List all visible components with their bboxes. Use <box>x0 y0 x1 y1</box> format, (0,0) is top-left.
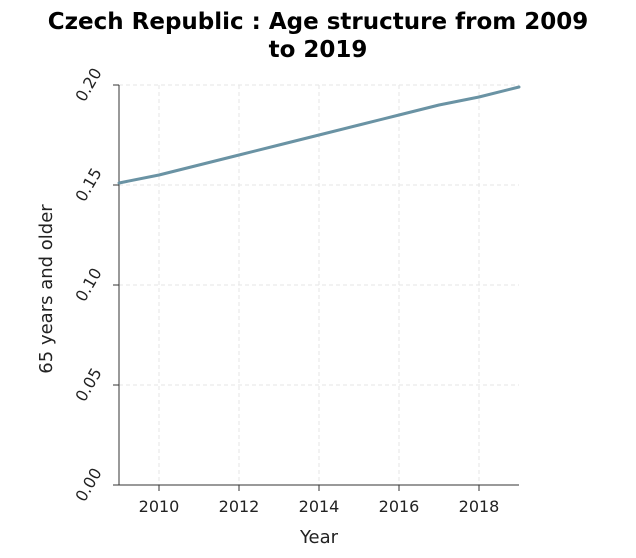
y-tick-label: 0.10 <box>71 265 105 305</box>
x-tick-label: 2010 <box>139 497 180 516</box>
x-tick-label: 2016 <box>379 497 420 516</box>
grid-lines <box>119 84 519 485</box>
x-axis-ticks: 2010 2012 2014 2016 2018 <box>139 485 500 516</box>
series-line <box>117 85 521 185</box>
x-tick-label: 2012 <box>219 497 260 516</box>
x-axis-title: Year <box>299 527 339 548</box>
y-axis-ticks: 0.00 0.05 0.10 0.15 0.20 <box>71 65 119 505</box>
chart-title-line1: Czech Republic : Age structure from 2009 <box>47 9 589 35</box>
chart-title: Czech Republic : Age structure from 2009… <box>0 8 636 64</box>
y-tick-label: 0.20 <box>71 65 105 105</box>
chart-title-line2: to 2019 <box>268 37 368 63</box>
y-tick-label: 0.05 <box>71 365 105 405</box>
x-tick-label: 2014 <box>299 497 340 516</box>
y-tick-label: 0.15 <box>71 165 105 205</box>
y-axis-title: 65 years and older <box>36 204 57 374</box>
x-tick-label: 2018 <box>459 497 500 516</box>
series-group <box>117 85 521 185</box>
y-tick-label: 0.00 <box>71 465 105 505</box>
